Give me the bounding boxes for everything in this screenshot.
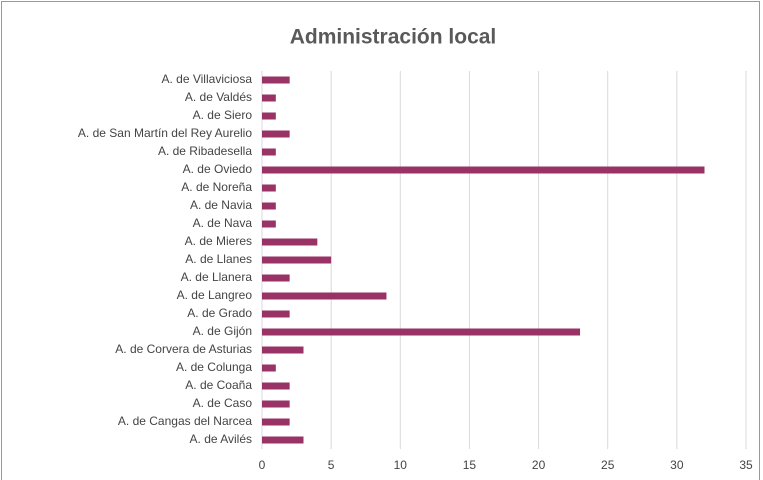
y-tick-label: A. de Nava: [193, 216, 253, 230]
bar: [262, 112, 276, 120]
y-tick-label: A. de Noreña: [181, 180, 252, 194]
y-tick-label: A. de Llanes: [185, 252, 252, 266]
y-tick-label: A. de Colunga: [176, 360, 252, 374]
bar: [262, 76, 290, 84]
bar: [262, 148, 276, 156]
x-tick-label: 15: [463, 458, 477, 472]
y-tick-label: A. de Caso: [193, 396, 253, 410]
y-tick-label: A. de Avilés: [190, 432, 252, 446]
bar: [262, 436, 304, 444]
bar: [262, 364, 276, 372]
y-tick-label: A. de Mieres: [185, 234, 252, 248]
y-tick-label: A. de Coaña: [185, 378, 252, 392]
bar: [262, 202, 276, 210]
bar: [262, 418, 290, 426]
y-tick-label: A. de Navia: [190, 198, 252, 212]
x-tick-label: 25: [601, 458, 615, 472]
bar: [262, 94, 276, 102]
y-tick-label: A. de Gijón: [193, 324, 252, 338]
bar: [262, 130, 290, 138]
x-tick-label: 35: [739, 458, 753, 472]
bar: [262, 274, 290, 282]
y-tick-label: A. de San Martín del Rey Aurelio: [78, 126, 252, 140]
x-tick-label: 5: [328, 458, 335, 472]
x-tick-label: 20: [532, 458, 546, 472]
y-tick-label: A. de Oviedo: [183, 162, 253, 176]
bar: [262, 166, 705, 174]
bar: [262, 238, 318, 246]
y-tick-label: A. de Langreo: [177, 288, 253, 302]
bar: [262, 256, 332, 264]
x-tick-label: 0: [259, 458, 266, 472]
x-tick-label: 10: [394, 458, 408, 472]
bar: [262, 346, 304, 354]
y-tick-label: A. de Cangas del Narcea: [118, 414, 252, 428]
bar: [262, 292, 387, 300]
bar: [262, 328, 581, 336]
chart-title: Administración local: [290, 26, 497, 49]
bar: [262, 310, 290, 318]
y-tick-label: A. de Ribadesella: [158, 144, 252, 158]
y-tick-label: A. de Llanera: [181, 270, 253, 284]
y-tick-label: A. de Valdés: [185, 90, 252, 104]
bar: [262, 220, 276, 228]
y-tick-label: A. de Villaviciosa: [162, 72, 253, 86]
y-tick-label: A. de Grado: [187, 306, 252, 320]
y-tick-label: A. de Siero: [193, 108, 253, 122]
bar: [262, 382, 290, 390]
bar: [262, 400, 290, 408]
x-tick-label: 30: [670, 458, 684, 472]
bar: [262, 184, 276, 192]
y-tick-label: A. de Corvera de Asturias: [115, 342, 252, 356]
